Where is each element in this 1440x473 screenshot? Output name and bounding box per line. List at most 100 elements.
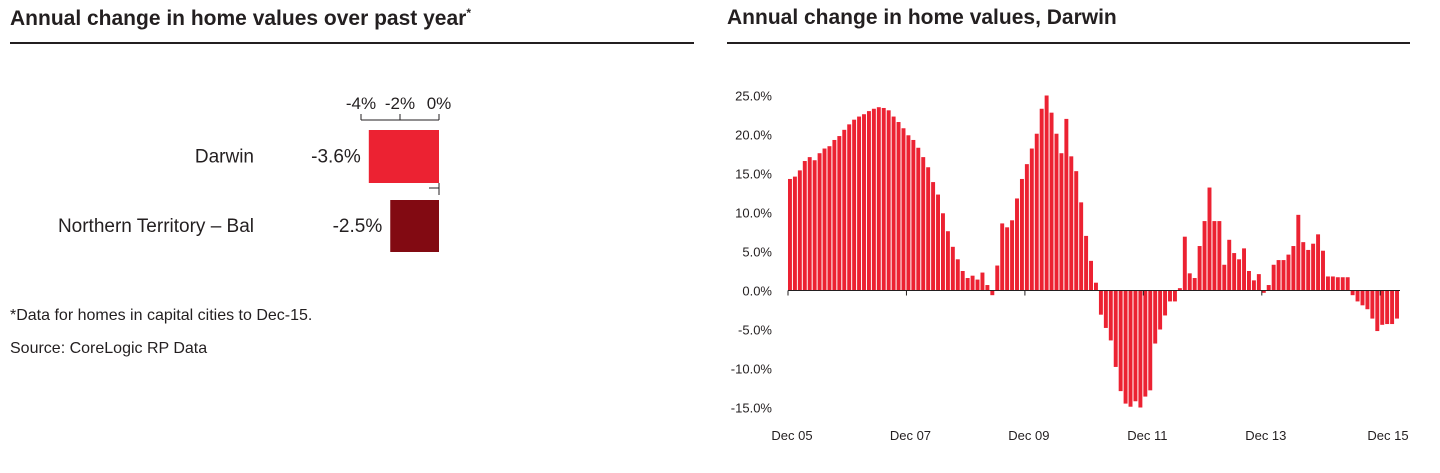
right-bar — [1261, 290, 1266, 293]
right-bar — [1266, 285, 1271, 291]
right-bar — [1029, 148, 1034, 291]
right-bar — [1049, 112, 1054, 291]
right-bar — [1143, 290, 1148, 397]
right-bar — [1163, 290, 1168, 316]
right-bar — [1024, 164, 1029, 291]
right-bar — [788, 178, 792, 291]
right-bar — [985, 285, 990, 291]
left-bar-chart: -4% -2% 0% -3.6% Darwin -2.5% Northern Territo… — [58, 94, 452, 252]
right-x-tick-label: Dec 09 — [1008, 428, 1049, 443]
right-bar — [980, 272, 985, 291]
right-bar — [901, 128, 906, 291]
right-bar — [1281, 260, 1286, 291]
right-bar — [1355, 290, 1360, 302]
right-y-tick-label: -15.0% — [731, 401, 773, 416]
right-bar — [1316, 234, 1321, 291]
right-bar — [926, 167, 931, 291]
right-bar — [1395, 290, 1399, 319]
right-bar — [832, 139, 837, 291]
right-y-tick-label: 0.0% — [742, 284, 772, 299]
right-bar — [876, 107, 881, 291]
right-bar — [1138, 290, 1143, 408]
right-y-tick-label: 20.0% — [735, 128, 772, 143]
right-bar — [1192, 278, 1197, 291]
right-bar — [955, 259, 960, 291]
right-bar — [1044, 95, 1049, 291]
right-bar — [1207, 187, 1212, 291]
right-bar — [916, 147, 921, 291]
right-bar — [1128, 290, 1133, 407]
right-bar — [1182, 236, 1187, 291]
right-bar — [1350, 290, 1355, 296]
right-bar — [1177, 288, 1182, 291]
right-bar — [1306, 249, 1311, 291]
right-bar — [1222, 264, 1227, 291]
right-bar — [1390, 290, 1395, 325]
right-bar — [891, 116, 896, 291]
right-bar — [995, 265, 1000, 291]
right-y-tick-label: 25.0% — [735, 89, 772, 104]
right-bar — [812, 160, 817, 291]
right-bar — [1113, 290, 1118, 367]
right-bar — [1296, 214, 1301, 291]
source-text: Source: CoreLogic RP Data — [10, 340, 208, 357]
right-bar — [1276, 260, 1281, 291]
right-bar — [1015, 198, 1019, 291]
right-y-tick-label: -5.0% — [738, 323, 772, 338]
right-bar — [827, 146, 832, 291]
right-bar — [1103, 290, 1108, 328]
right-bar — [1123, 290, 1128, 404]
right-bar — [950, 246, 955, 291]
right-bar — [1005, 227, 1010, 291]
right-bar — [965, 278, 970, 291]
right-bar — [1000, 223, 1005, 291]
left-bar — [368, 130, 439, 183]
right-bar — [1227, 239, 1232, 291]
right-bar — [931, 182, 936, 291]
right-bar — [866, 111, 871, 291]
right-bar — [1069, 156, 1074, 291]
right-bar — [1084, 235, 1089, 291]
right-bar — [1089, 260, 1093, 291]
right-x-tick-label: Dec 05 — [771, 428, 812, 443]
right-x-tick-label: Dec 07 — [890, 428, 931, 443]
right-x-tick-label: Dec 11 — [1127, 428, 1167, 443]
left-chart-title: Annual change in home values over past y… — [10, 6, 471, 31]
right-bar — [852, 119, 857, 291]
right-bar — [1237, 259, 1242, 291]
right-bar — [1242, 248, 1246, 291]
right-bar — [1039, 108, 1044, 291]
right-bar — [1217, 221, 1222, 291]
right-bar — [1074, 171, 1079, 291]
right-y-tick-label: 5.0% — [742, 245, 772, 260]
right-bar — [1321, 250, 1325, 291]
right-y-tick-label: 15.0% — [735, 167, 772, 182]
right-bar — [1251, 280, 1256, 291]
right-bar — [1256, 274, 1261, 291]
right-bar — [797, 170, 802, 291]
right-bar — [1059, 153, 1064, 291]
right-bar — [1385, 290, 1390, 325]
right-bar — [886, 110, 891, 291]
left-chart-title-text: Annual change in home values over past y… — [10, 7, 467, 30]
left-bar-value-label: -3.6% — [311, 147, 361, 168]
footnote-text: *Data for homes in capital cities to Dec… — [10, 307, 313, 324]
right-bar-chart: 25.0% 20.0% 15.0% 10.0% 5.0% 0.0% -5.0% -10.0% -… — [731, 89, 1409, 444]
right-bar — [792, 176, 797, 291]
right-bar — [990, 290, 995, 296]
right-bar — [1168, 290, 1172, 302]
right-bar — [1034, 133, 1039, 291]
right-bar — [1291, 246, 1296, 291]
right-bar — [1108, 290, 1113, 341]
right-bar — [911, 139, 916, 291]
left-category-label: Northern Territory – Bal — [58, 216, 254, 237]
left-axis-tick-label: 0% — [427, 94, 452, 113]
left-title-rule — [10, 42, 694, 44]
right-bar — [1019, 178, 1024, 291]
right-bar — [1375, 290, 1380, 332]
right-bar — [1360, 290, 1365, 306]
right-bar — [1345, 277, 1350, 291]
right-bar — [975, 279, 980, 291]
right-bar — [1286, 254, 1291, 291]
right-bar — [1365, 290, 1370, 310]
